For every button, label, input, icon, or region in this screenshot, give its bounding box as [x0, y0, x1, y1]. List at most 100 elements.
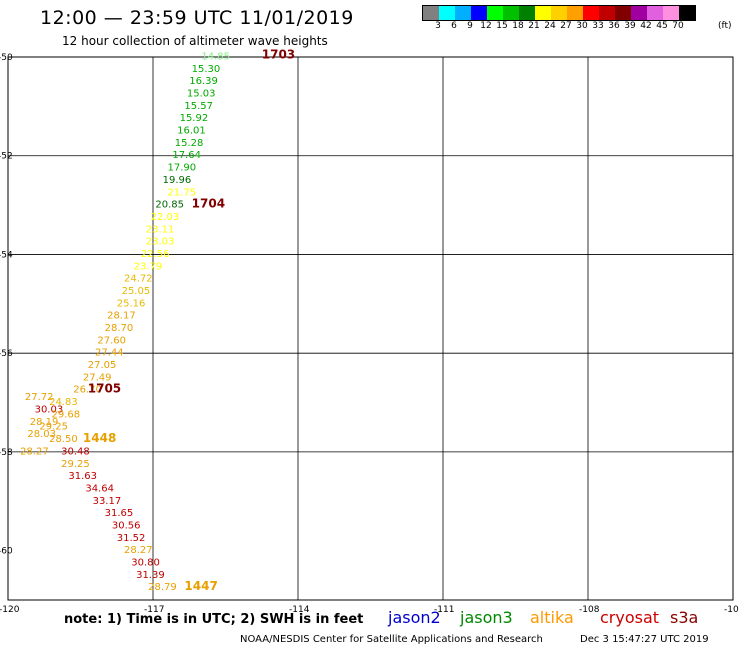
- map-grid: [7, 56, 734, 601]
- legend-unit: (ft): [718, 21, 732, 31]
- wave-height-value: 25.05: [122, 286, 151, 297]
- legend-label: 9: [467, 21, 473, 31]
- lat-tick-label: -60: [0, 547, 13, 557]
- wave-height-value: 23.79: [134, 261, 163, 272]
- legend-label: 45: [656, 21, 668, 31]
- wave-height-value: 24.83: [49, 397, 78, 408]
- wave-height-value: 23.03: [146, 237, 175, 248]
- legend-label: 70: [672, 21, 684, 31]
- lon-tick-label: -108: [579, 605, 600, 615]
- legend-label: 18: [512, 21, 524, 31]
- legend-swatch: [503, 6, 519, 20]
- wave-height-value: 30.48: [61, 446, 90, 457]
- wave-height-value: 31.39: [136, 570, 165, 581]
- legend-label: 24: [544, 21, 556, 31]
- wave-height-value: 21.75: [168, 187, 197, 198]
- legend-swatch: [551, 6, 567, 20]
- wave-height-value: 28.50: [49, 434, 78, 445]
- legend-label: 30: [576, 21, 588, 31]
- wave-height-value: 25.16: [117, 298, 146, 309]
- wave-height-value: 34.64: [85, 483, 114, 494]
- wave-height-value: 26.70: [73, 385, 102, 396]
- wave-height-value: 31.52: [117, 533, 146, 544]
- wave-height-value: 29.25: [39, 422, 68, 433]
- footer-note: note: 1) Time is in UTC; 2) SWH is in fe…: [64, 612, 364, 627]
- wave-height-value: 24.72: [124, 274, 153, 285]
- wave-height-value: 27.44: [95, 348, 124, 359]
- legend-label: 3: [435, 21, 441, 31]
- lat-tick-label: -54: [0, 250, 13, 260]
- lon-tick-label: -120: [0, 605, 20, 615]
- pass-time-label: 1705: [88, 382, 121, 396]
- wave-height-value: 28.03: [27, 429, 56, 440]
- lat-tick-label: -58: [0, 448, 13, 458]
- track-labels: 14.85 170315.3016.3915.0315.5715.9216.011…: [20, 48, 295, 594]
- legend-swatch: [583, 6, 599, 20]
- wave-height-value: 29.68: [52, 409, 81, 420]
- wave-height-value: 14.85: [201, 52, 230, 63]
- wave-height-value: 31.63: [68, 471, 97, 482]
- pass-time-label: 1704: [192, 197, 225, 211]
- wave-height-value: 28.27: [20, 446, 49, 457]
- lat-tick-label: -50: [0, 53, 13, 63]
- wave-height-value: 31.65: [105, 508, 134, 519]
- wave-height-value: 15.57: [184, 101, 213, 112]
- credit-line: NOAA/NESDIS Center for Satellite Applica…: [240, 634, 543, 645]
- wave-height-value: 17.90: [168, 163, 197, 174]
- pass-time-label: 1703: [262, 48, 295, 62]
- wave-height-value: 30.56: [112, 520, 141, 531]
- wave-height-value: 15.30: [192, 64, 221, 75]
- legend-swatch: [679, 6, 695, 20]
- lon-tick-label: -10: [724, 605, 739, 615]
- wave-height-value: 17.64: [172, 150, 201, 161]
- legend-label: 15: [496, 21, 508, 31]
- legend-swatch: [455, 6, 471, 20]
- generated-timestamp: Dec 3 15:47:27 UTC 2019: [580, 634, 709, 645]
- wave-height-value: 22.03: [151, 212, 180, 223]
- map-axes: -120 -117 -114 -111 -108 -10 -50 -52 -54 -56 -58 -6…: [0, 53, 739, 615]
- wave-height-value: 15.92: [180, 113, 209, 124]
- legend-swatch: [471, 6, 487, 20]
- wave-height-value: 27.60: [97, 335, 126, 346]
- wave-height-value: 16.39: [189, 76, 218, 87]
- legend-label: 21: [528, 21, 540, 31]
- legend-label: 12: [480, 21, 492, 31]
- legend-swatches: [422, 5, 696, 21]
- mission-jason3: jason3: [460, 608, 513, 627]
- page-subtitle: 12 hour collection of altimeter wave hei…: [62, 34, 328, 48]
- lat-tick-label: -56: [0, 349, 13, 359]
- legend-swatch: [535, 6, 551, 20]
- legend-swatch: [487, 6, 503, 20]
- mission-altika: altika: [530, 608, 574, 627]
- wave-height-value: 23.11: [146, 224, 175, 235]
- legend-label: 36: [608, 21, 620, 31]
- wave-height-value: 15.28: [175, 138, 204, 149]
- legend-swatch: [615, 6, 631, 20]
- wave-height-value: 28.19: [30, 417, 59, 428]
- wave-height-value: 27.72: [25, 392, 54, 403]
- legend-swatch: [631, 6, 647, 20]
- legend-swatch: [519, 6, 535, 20]
- wave-height-value: 30.03: [35, 404, 64, 415]
- color-legend: 3 6 9 12 15 18 21 24 27 30 33 36 39 42 45 70: [422, 5, 696, 31]
- wave-height-value: 27.05: [88, 360, 117, 371]
- legend-swatch: [647, 6, 663, 20]
- page-title: 12:00 — 23:59 UTC 11/01/2019: [40, 7, 354, 29]
- wave-height-value: 28.79: [148, 582, 177, 593]
- pass-time-label: 1448: [83, 431, 116, 445]
- wave-height-value: 22.56: [141, 249, 170, 260]
- legend-label: 6: [451, 21, 457, 31]
- wave-height-value: 33.17: [93, 496, 122, 507]
- legend-swatch: [663, 6, 679, 20]
- lon-tick-label: -111: [434, 605, 454, 615]
- wave-height-value: 28.17: [107, 311, 136, 322]
- wave-height-value: 16.01: [177, 126, 206, 137]
- legend-label: 39: [624, 21, 636, 31]
- wave-height-value: 30.80: [131, 557, 160, 568]
- legend-swatch: [599, 6, 615, 20]
- legend-label: 27: [560, 21, 572, 31]
- lon-tick-label: -114: [289, 605, 310, 615]
- wave-height-value: 28.70: [105, 323, 134, 334]
- mission-cryosat: cryosat: [600, 608, 660, 627]
